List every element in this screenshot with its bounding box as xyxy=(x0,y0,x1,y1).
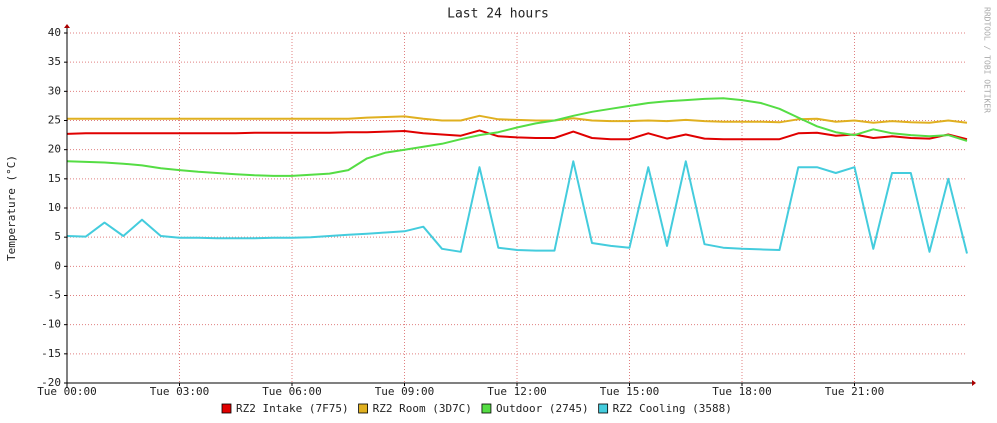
y-tick-label: -20 xyxy=(41,376,61,389)
legend-swatch xyxy=(221,403,232,414)
y-tick-label: 40 xyxy=(48,26,61,39)
x-arrow xyxy=(972,380,976,386)
y-tick-label: -15 xyxy=(41,347,61,360)
series-line xyxy=(66,97,968,177)
legend-label: RZ2 Room (3D7C) xyxy=(373,402,472,415)
grid: -20 -15 -10 -5 0 5 10 15 20 25 30 35 40 Tue 00:00 Tue … xyxy=(37,26,967,398)
y-tick-label: 25 xyxy=(48,114,61,127)
y-tick-label: 20 xyxy=(48,143,61,156)
y-tick-label: 5 xyxy=(54,230,61,243)
chart-title: Last 24 hours xyxy=(447,7,549,22)
legend-swatch xyxy=(358,403,368,414)
series-line xyxy=(67,114,968,124)
series-line xyxy=(66,160,968,254)
x-tick-label: Tue 00:00 xyxy=(37,385,97,398)
x-tick-label: Tue 06:00 xyxy=(262,385,322,398)
x-tick-label: Tue 03:00 xyxy=(150,385,210,398)
x-tick-label: Tue 09:00 xyxy=(375,385,435,398)
y-arrow xyxy=(64,24,70,28)
watermark: RRDTOOL / TOBI OETIKER xyxy=(983,7,992,113)
x-tick-label: Tue 12:00 xyxy=(487,385,547,398)
x-tick-label: Tue 21:00 xyxy=(825,385,885,398)
legend-label: Outdoor (2745) xyxy=(496,402,589,415)
legend-swatch xyxy=(481,403,492,414)
y-tick-label: 10 xyxy=(48,201,61,214)
legend-label: RZ2 Cooling (3588) xyxy=(613,402,732,415)
y-tick-label: 30 xyxy=(48,84,61,97)
legend: RZ2 Intake (7F75) RZ2 Room (3D7C) Outdoor … xyxy=(221,402,732,415)
legend-label: RZ2 Intake (7F75) xyxy=(236,402,349,415)
y-tick-label: 0 xyxy=(54,259,61,272)
y-axis-label: Temperature (°C) xyxy=(5,155,18,261)
series-line xyxy=(66,129,968,141)
axes xyxy=(64,24,976,388)
y-tick-label: 35 xyxy=(48,55,61,68)
y-tick-label: -10 xyxy=(41,318,61,331)
y-tick-label: 15 xyxy=(48,172,61,185)
lines xyxy=(66,97,968,254)
x-tick-label: Tue 15:00 xyxy=(600,385,660,398)
x-tick-label: Tue 18:00 xyxy=(712,385,772,398)
legend-swatch xyxy=(598,403,609,414)
y-tick-label: -5 xyxy=(48,289,61,302)
